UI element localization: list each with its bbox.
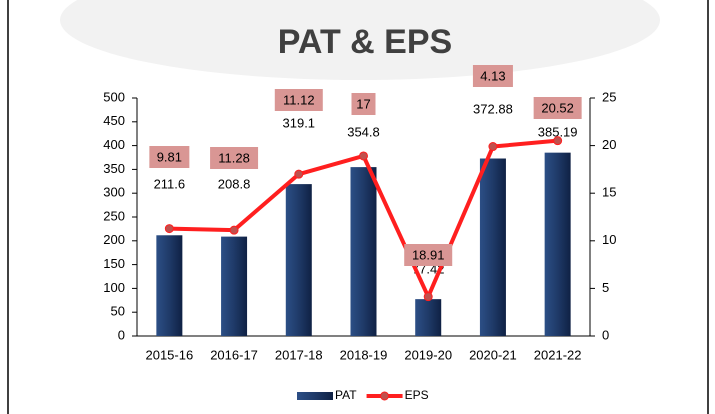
line-marker [295,170,303,178]
legend-label: PAT [335,388,357,402]
y-tick-label: 250 [103,208,125,223]
y-tick-label: 500 [103,89,125,104]
y-tick-label: 300 [103,185,125,200]
y2-tick-label: 0 [602,327,609,342]
x-tick-label: 2017-18 [275,347,323,362]
line-marker [360,152,368,160]
y2-tick-label: 15 [602,185,616,200]
bar [351,167,377,336]
data-label: 211.6 [154,176,186,191]
bar [415,299,441,336]
annotation: 18.91 [412,247,445,262]
y2-tick-label: 5 [602,280,609,295]
data-label: 208.8 [218,176,251,191]
annotation: 11.12 [283,92,315,107]
y-tick-label: 450 [103,113,125,128]
legend-label: EPS [405,388,429,402]
y2-tick-label: 10 [602,232,616,247]
line-marker [424,293,432,301]
data-label: 354.8 [347,124,380,139]
y2-tick-label: 25 [602,89,616,104]
bar [545,153,571,336]
line-marker [489,143,497,151]
chart: PAT & EPS 050100150200250300350400450500… [0,0,715,414]
y-tick-label: 0 [118,327,125,342]
legend-marker [381,392,389,400]
annotation: 20.52 [541,100,574,115]
annotation: 4.13 [480,68,505,83]
bar [286,184,312,336]
annotation: 11.28 [218,150,250,165]
line-marker [230,226,238,234]
y-tick-label: 200 [103,232,125,247]
annotation: 17 [356,96,370,111]
data-label: 319.1 [283,115,316,130]
y-tick-label: 50 [111,304,125,319]
legend-swatch [297,392,333,400]
x-tick-label: 2021-22 [534,347,582,362]
y-tick-label: 350 [103,161,125,176]
line-marker [554,137,562,145]
x-tick-label: 2019-20 [404,347,452,362]
y-tick-label: 150 [103,256,125,271]
x-tick-label: 2015-16 [145,347,193,362]
annotation: 9.81 [157,149,182,164]
line-marker [165,225,173,233]
chart-title: PAT & EPS [278,23,452,61]
bar [156,235,182,336]
x-tick-label: 2020-21 [469,347,517,362]
bar [480,159,506,336]
x-tick-label: 2018-19 [340,347,388,362]
data-label: 372.88 [473,101,513,116]
y2-tick-label: 20 [602,137,616,152]
y-tick-label: 400 [103,137,125,152]
x-tick-label: 2016-17 [210,347,258,362]
bar [221,237,247,336]
y-tick-label: 100 [103,280,125,295]
